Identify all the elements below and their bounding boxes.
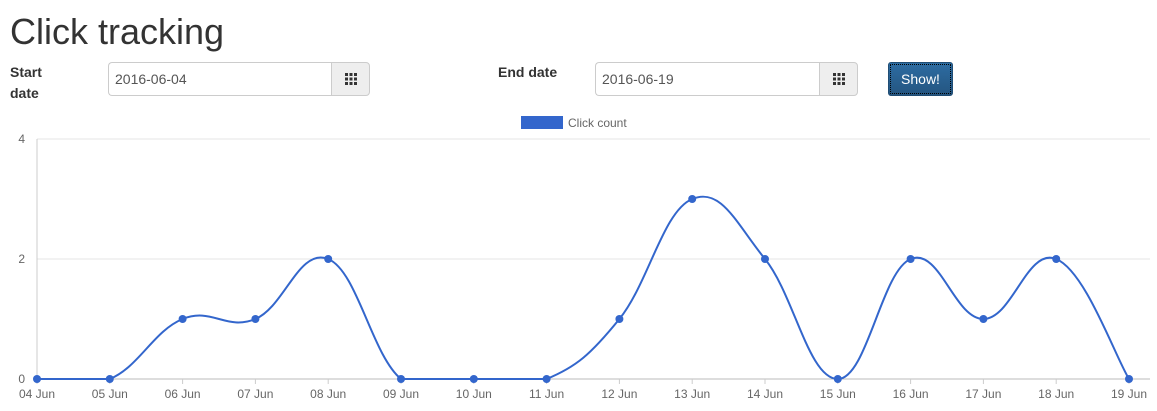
data-point	[251, 315, 260, 323]
end-date-picker	[595, 62, 858, 96]
end-date-label: End date	[498, 64, 558, 80]
click-chart: 0 2 4 04 Jun 05 Jun 06 Jun 07 Jun 08 Jun 09 Jun 1…	[0, 108, 1157, 406]
data-point	[33, 375, 41, 383]
x-tick-label: 09 Jun	[383, 387, 419, 401]
start-date-calendar-button[interactable]	[331, 62, 370, 96]
y-tick-label: 2	[18, 252, 25, 266]
click-chart-svg: 0 2 4 04 Jun 05 Jun 06 Jun 07 Jun 08 Jun 09 Jun 1…	[18, 116, 1150, 401]
show-button[interactable]: Show!	[888, 62, 953, 96]
x-tick-label: 15 Jun	[820, 387, 856, 401]
data-point	[615, 315, 624, 323]
x-tick-label: 08 Jun	[310, 387, 346, 401]
x-tick-label: 18 Jun	[1038, 387, 1074, 401]
x-tick-label: 19 Jun	[1111, 387, 1147, 401]
data-point	[833, 375, 842, 383]
data-point	[906, 255, 915, 263]
x-tick-label: 14 Jun	[747, 387, 783, 401]
data-point	[105, 375, 114, 383]
end-date-calendar-button[interactable]	[819, 62, 858, 96]
x-tick-label: 12 Jun	[601, 387, 637, 401]
data-point	[1125, 375, 1133, 383]
x-tick-label: 06 Jun	[165, 387, 201, 401]
data-point	[178, 315, 187, 323]
series-line	[36, 195, 1130, 381]
x-tick-label: 04 Jun	[19, 387, 55, 401]
end-date-input[interactable]	[595, 62, 819, 96]
data-point	[761, 255, 769, 263]
data-point	[1052, 255, 1061, 263]
legend-label: Click count	[568, 116, 627, 130]
start-date-picker	[108, 62, 370, 96]
x-tick-label: 11 Jun	[529, 387, 564, 401]
x-tick-label: 13 Jun	[674, 387, 710, 401]
calendar-grid-icon	[344, 73, 357, 85]
start-date-input[interactable]	[108, 62, 331, 96]
data-point	[469, 375, 478, 383]
x-tick-label: 10 Jun	[456, 387, 492, 401]
data-point	[397, 375, 405, 383]
data-point	[688, 195, 697, 203]
y-tick-label: 4	[18, 132, 25, 146]
start-date-label: Start date	[10, 64, 42, 101]
x-tick-label: 16 Jun	[893, 387, 929, 401]
legend-swatch	[521, 116, 563, 129]
x-tick-label: 07 Jun	[237, 387, 273, 401]
x-tick-label: 17 Jun	[965, 387, 1001, 401]
data-point	[979, 315, 988, 323]
data-point	[324, 255, 333, 263]
y-tick-label: 0	[18, 372, 25, 386]
data-point	[542, 375, 551, 383]
page-title: Click tracking	[10, 11, 225, 52]
calendar-grid-icon	[832, 73, 845, 85]
x-tick-label: 05 Jun	[92, 387, 128, 401]
